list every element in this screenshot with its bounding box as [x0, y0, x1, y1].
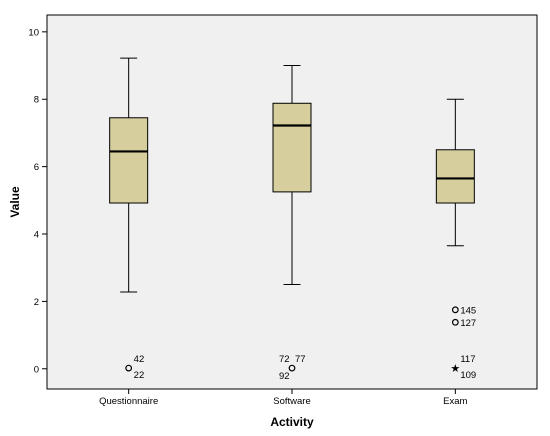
outlier-circle	[451, 318, 459, 326]
iqr-box	[435, 149, 475, 204]
outlier-label: 72	[279, 354, 290, 365]
outlier-label: 117	[460, 354, 475, 365]
y-tick-label: 8	[34, 95, 39, 106]
y-tick-label: 0	[34, 364, 39, 375]
outlier-label: 109	[460, 370, 476, 381]
outlier-label: 145	[460, 305, 476, 316]
y-tick-label: 4	[34, 230, 39, 241]
x-tick-label: Exam	[443, 396, 467, 407]
x-tick-label: Software	[273, 396, 311, 407]
outlier-circle	[125, 364, 133, 372]
iqr-box	[109, 117, 149, 204]
box-group-software: 72 77 92	[272, 65, 312, 382]
x-tick-label: Questionnaire	[99, 396, 158, 407]
outlier-circle	[451, 306, 459, 314]
outlier-label: 127	[460, 318, 476, 329]
outlier-label: 42	[134, 354, 145, 365]
x-axis: Questionnaire Software Exam	[99, 389, 468, 407]
outlier-label: 92	[279, 371, 290, 382]
y-tick-label: 2	[34, 297, 39, 308]
outlier-circle	[288, 364, 296, 372]
extreme-outlier-star: ★	[450, 362, 460, 375]
y-axis: 0 2 4 6 8 10	[28, 27, 47, 375]
iqr-box	[272, 102, 312, 193]
outlier-label: 77	[295, 354, 306, 365]
outlier-label: 22	[134, 370, 145, 381]
y-tick-label: 10	[28, 27, 39, 38]
y-tick-label: 6	[34, 162, 39, 173]
y-axis-title: Value	[8, 186, 22, 218]
x-axis-title: Activity	[270, 415, 314, 429]
box-group-exam: 145 127 ★117 109	[435, 98, 476, 381]
